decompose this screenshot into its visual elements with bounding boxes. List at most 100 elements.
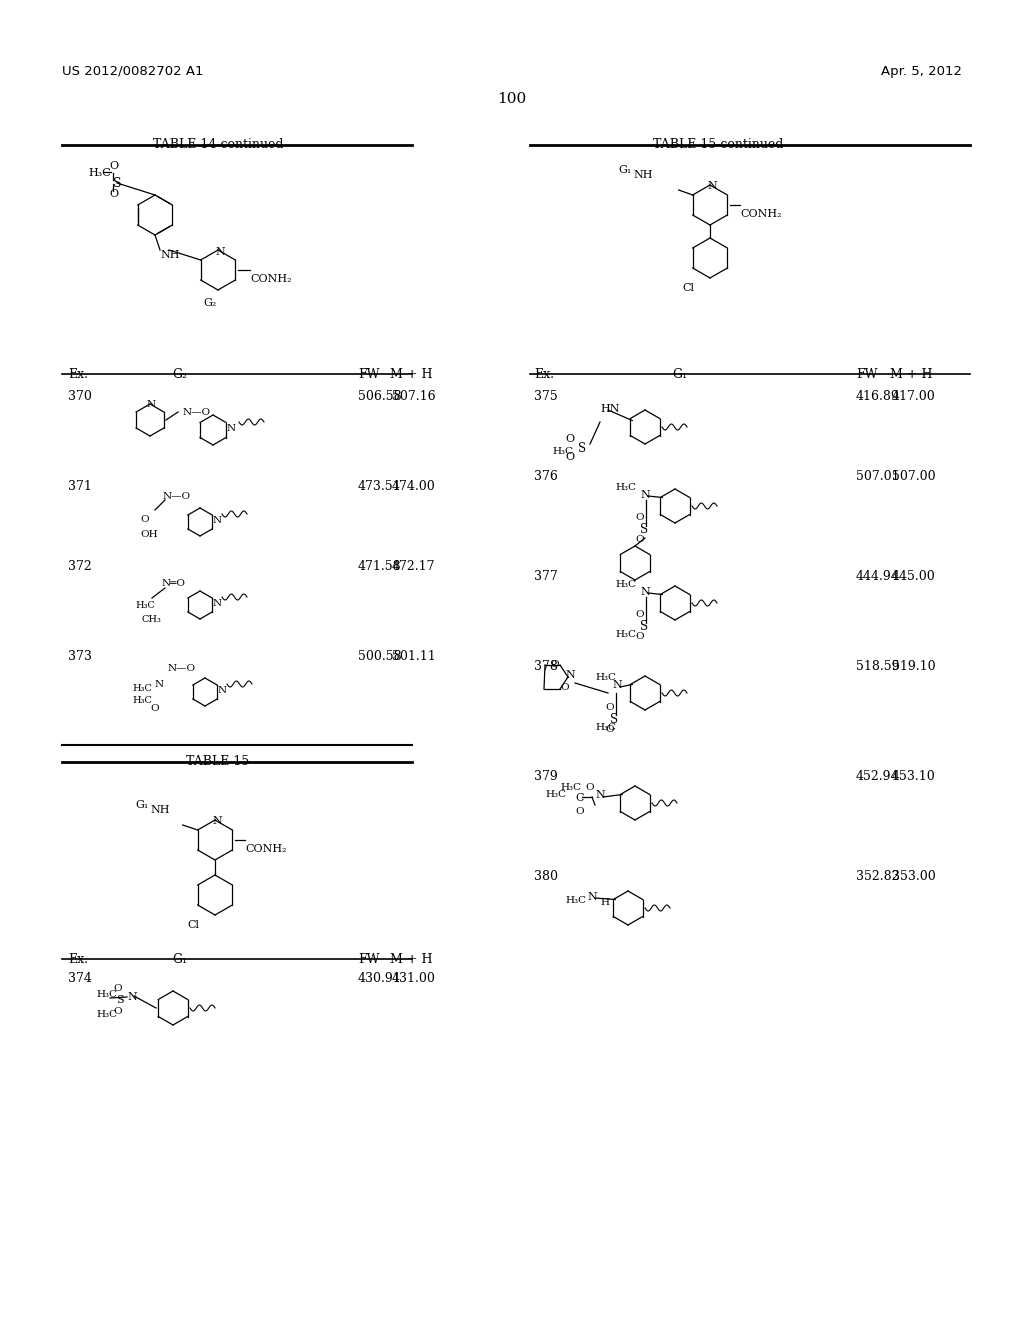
- Text: 353.00: 353.00: [892, 870, 936, 883]
- Text: H₃C: H₃C: [595, 673, 616, 682]
- Text: 352.82: 352.82: [856, 870, 899, 883]
- Text: H₃C: H₃C: [615, 483, 636, 492]
- Text: N: N: [587, 892, 597, 902]
- Text: 507.16: 507.16: [392, 389, 435, 403]
- Text: H₃C: H₃C: [132, 696, 152, 705]
- Text: 100: 100: [498, 92, 526, 106]
- Text: US 2012/0082702 A1: US 2012/0082702 A1: [62, 65, 204, 78]
- Text: 506.58: 506.58: [358, 389, 401, 403]
- Text: N: N: [147, 400, 156, 409]
- Text: Ex.: Ex.: [68, 368, 88, 381]
- Text: H₃C: H₃C: [595, 723, 616, 733]
- Text: 430.91: 430.91: [358, 972, 401, 985]
- Text: N: N: [213, 599, 222, 609]
- Text: H₃C: H₃C: [552, 447, 573, 455]
- Text: O: O: [109, 189, 118, 199]
- Text: N: N: [213, 516, 222, 525]
- Text: H₃C: H₃C: [615, 579, 636, 589]
- Text: HN: HN: [600, 404, 620, 414]
- Text: S: S: [640, 523, 648, 536]
- Text: OH: OH: [140, 531, 158, 539]
- Text: O: O: [113, 1007, 122, 1016]
- Text: H₃C: H₃C: [96, 990, 117, 999]
- Text: G₁: G₁: [673, 368, 687, 381]
- Text: 519.10: 519.10: [892, 660, 936, 673]
- Text: G₁: G₁: [618, 165, 631, 176]
- Text: G₁: G₁: [172, 953, 187, 966]
- Text: Cl: Cl: [682, 282, 694, 293]
- Text: H₃C: H₃C: [96, 1010, 117, 1019]
- Text: 371: 371: [68, 480, 92, 492]
- Text: O: O: [635, 513, 644, 521]
- Text: 452.94: 452.94: [856, 770, 899, 783]
- Text: TABLE 14-continued: TABLE 14-continued: [153, 139, 284, 150]
- Text: S: S: [116, 995, 124, 1005]
- Text: 507.01: 507.01: [856, 470, 900, 483]
- Text: N: N: [215, 247, 224, 257]
- Text: N: N: [218, 686, 227, 696]
- Text: N: N: [707, 181, 717, 191]
- Text: N—O: N—O: [163, 492, 191, 502]
- Text: H₃C: H₃C: [565, 896, 586, 906]
- Text: 445.00: 445.00: [892, 570, 936, 583]
- Text: Cl: Cl: [187, 920, 199, 931]
- Text: O: O: [150, 704, 159, 713]
- Text: Ex.: Ex.: [534, 368, 554, 381]
- Text: H₃C: H₃C: [615, 630, 636, 639]
- Text: CH₃: CH₃: [142, 615, 162, 624]
- Text: CONH₂: CONH₂: [740, 209, 781, 219]
- Text: N: N: [227, 424, 237, 433]
- Text: O: O: [585, 783, 594, 792]
- Text: S: S: [113, 177, 122, 190]
- Text: FW: FW: [856, 368, 878, 381]
- Text: 444.94: 444.94: [856, 570, 900, 583]
- Text: S: S: [640, 620, 648, 634]
- Text: H₃C: H₃C: [88, 168, 111, 178]
- Text: 378: 378: [534, 660, 558, 673]
- Text: C: C: [575, 793, 584, 803]
- Text: O: O: [109, 161, 118, 172]
- Text: N: N: [127, 993, 137, 1002]
- Text: M + H: M + H: [390, 368, 432, 381]
- Text: 376: 376: [534, 470, 558, 483]
- Text: N—O: N—O: [168, 664, 197, 673]
- Text: G₂: G₂: [203, 298, 216, 308]
- Text: O: O: [635, 535, 644, 544]
- Text: N: N: [212, 816, 222, 826]
- Text: N: N: [640, 587, 650, 597]
- Text: TABLE 15-continued: TABLE 15-continued: [653, 139, 783, 150]
- Text: O: O: [140, 515, 148, 524]
- Text: 471.58: 471.58: [358, 560, 401, 573]
- Text: 379: 379: [534, 770, 558, 783]
- Text: 473.51: 473.51: [358, 480, 401, 492]
- Text: N: N: [595, 789, 605, 800]
- Text: 372: 372: [68, 560, 92, 573]
- Text: NH: NH: [633, 170, 652, 180]
- Text: O: O: [565, 451, 574, 462]
- Text: 431.00: 431.00: [392, 972, 436, 985]
- Text: N: N: [155, 680, 164, 689]
- Text: 370: 370: [68, 389, 92, 403]
- Text: S: S: [610, 713, 618, 726]
- Text: M + H: M + H: [890, 368, 933, 381]
- Text: O: O: [560, 682, 568, 692]
- Text: S: S: [578, 442, 586, 455]
- Text: N: N: [565, 671, 574, 680]
- Text: O: O: [575, 807, 584, 816]
- Text: O: O: [550, 660, 559, 669]
- Text: 472.17: 472.17: [392, 560, 435, 573]
- Text: O: O: [635, 610, 644, 619]
- Text: H₃C: H₃C: [545, 789, 566, 799]
- Text: 373: 373: [68, 649, 92, 663]
- Text: N: N: [640, 490, 650, 500]
- Text: 416.89: 416.89: [856, 389, 900, 403]
- Text: H: H: [600, 898, 609, 907]
- Text: FW: FW: [358, 953, 380, 966]
- Text: O: O: [565, 434, 574, 444]
- Text: 518.59: 518.59: [856, 660, 899, 673]
- Text: G₂: G₂: [172, 368, 187, 381]
- Text: CONH₂: CONH₂: [245, 843, 287, 854]
- Text: O: O: [605, 704, 613, 711]
- Text: 501.11: 501.11: [392, 649, 436, 663]
- Text: H₃C: H₃C: [135, 601, 155, 610]
